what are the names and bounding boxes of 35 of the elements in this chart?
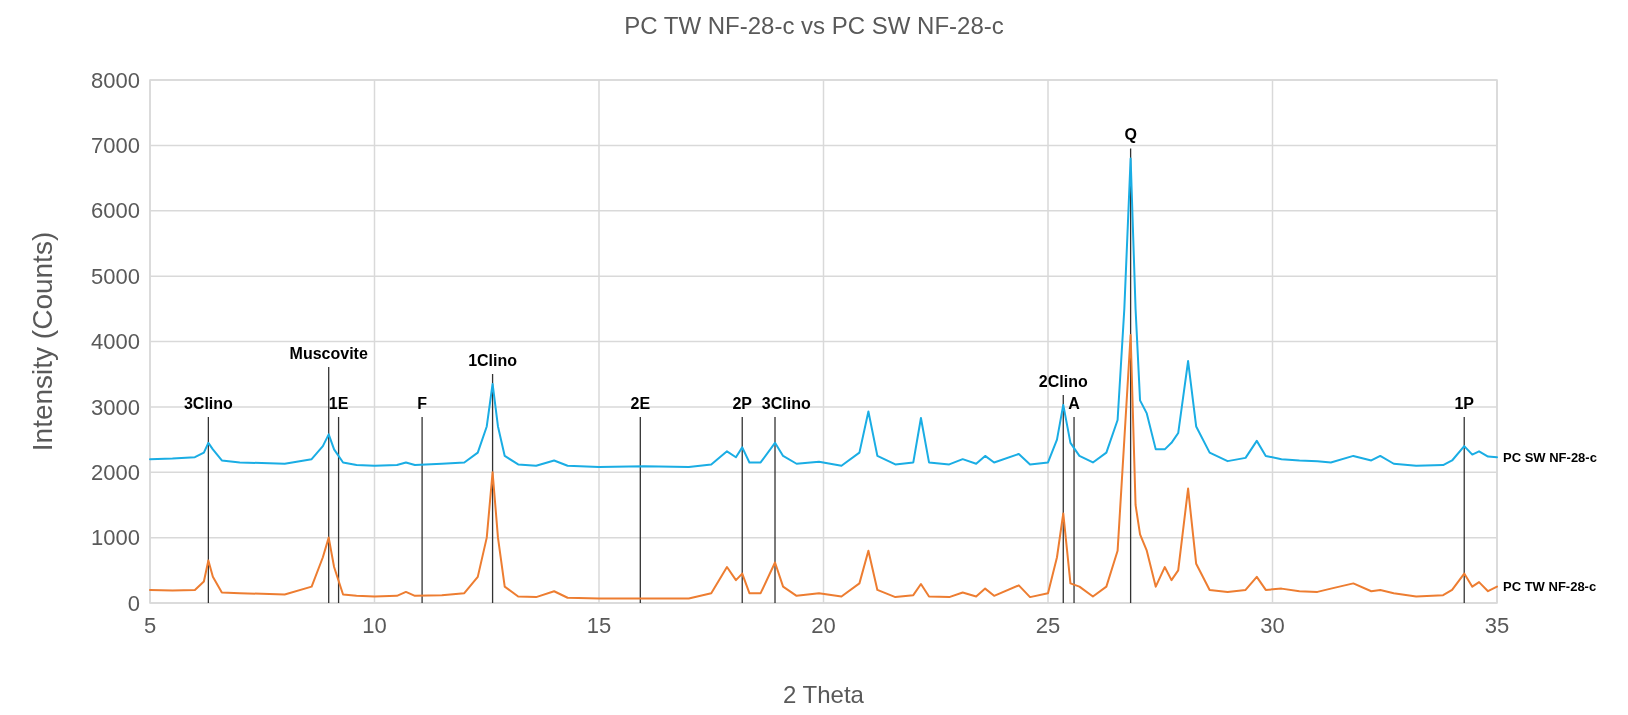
x-tick-label: 20 xyxy=(811,613,836,638)
ref-line-label: 1Clino xyxy=(468,351,518,369)
x-tick-label: 30 xyxy=(1260,613,1285,638)
ref-line-label: 2Clino xyxy=(1038,372,1088,390)
x-tick-label: 15 xyxy=(586,613,612,638)
ref-line-label: 1E xyxy=(328,395,349,412)
series-label: PC SW NF-28-c xyxy=(1503,449,1597,465)
y-axis-title: Intensity (Counts) xyxy=(27,231,58,452)
chart-title: PC TW NF-28-c vs PC SW NF-28-c xyxy=(624,12,1004,39)
ref-line-label: F xyxy=(417,395,428,412)
ref-line-label: 2E xyxy=(630,395,651,412)
ref-line-label: Muscovite xyxy=(289,345,368,362)
line-series xyxy=(149,333,1498,600)
series-label: PC TW NF-28-c xyxy=(1503,579,1597,595)
y-tick-label: 1000 xyxy=(91,525,140,551)
ref-line-label: 3Clino xyxy=(761,395,811,412)
ref-line-label: 3Clino xyxy=(183,395,234,412)
y-tick-label: 0 xyxy=(127,590,140,616)
x-axis-title: 2 Theta xyxy=(783,681,865,708)
x-tick-label: 5 xyxy=(143,613,157,638)
y-tick-label: 4000 xyxy=(91,329,140,355)
ref-line-label: 2P xyxy=(732,395,753,412)
x-tick-label: 10 xyxy=(362,613,387,638)
y-tick-label: 6000 xyxy=(91,198,140,224)
y-tick-label: 7000 xyxy=(91,133,140,159)
x-tick-label: 25 xyxy=(1035,613,1061,638)
line-series xyxy=(149,157,1498,469)
x-tick-label: 35 xyxy=(1484,613,1510,638)
y-tick-label: 8000 xyxy=(91,67,140,93)
y-tick-label: 3000 xyxy=(91,394,140,420)
y-tick-label: 2000 xyxy=(91,459,140,485)
ref-line-label: 1P xyxy=(1454,395,1475,412)
ref-line-label: Q xyxy=(1124,126,1137,144)
ref-line-label: A xyxy=(1068,395,1081,412)
y-tick-label: 5000 xyxy=(91,263,140,289)
